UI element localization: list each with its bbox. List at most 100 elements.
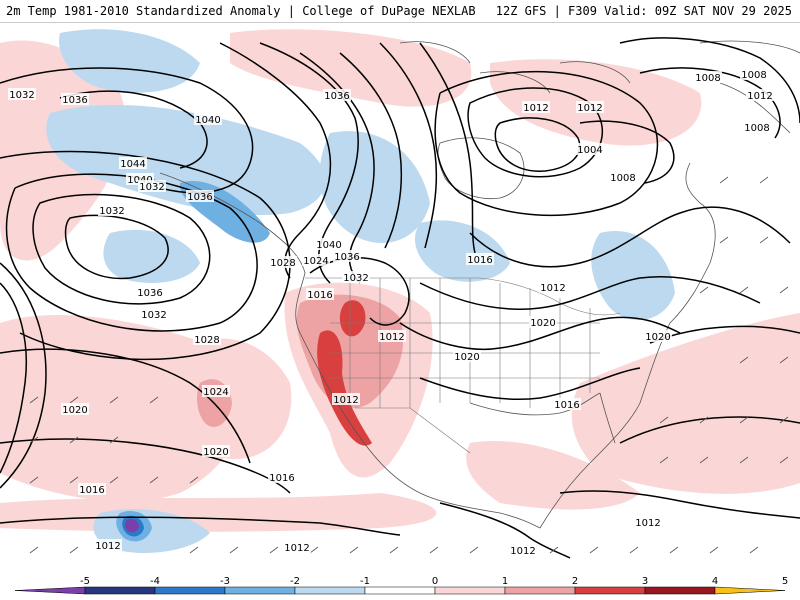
north-america-coastline bbox=[159, 162, 716, 529]
isobar-label-bg bbox=[269, 256, 297, 268]
us-mexico-border bbox=[355, 407, 471, 454]
hudson-bay-coastline bbox=[437, 137, 525, 199]
colorbar-ticks: -5 -4 -3 -2 -1 0 1 2 3 4 5 bbox=[80, 576, 788, 587]
isobar-label-bg bbox=[539, 281, 567, 293]
colorbar-segment bbox=[154, 586, 226, 595]
isobar-label-bg bbox=[576, 143, 604, 155]
isobar-label-bg bbox=[186, 190, 214, 202]
isobar bbox=[379, 42, 438, 249]
isobar-label: 1024 bbox=[203, 387, 228, 398]
isobar bbox=[399, 316, 681, 351]
isobar-label-bg bbox=[332, 393, 360, 405]
extreme-cool-anomaly bbox=[124, 518, 139, 533]
isobar-label-bg bbox=[98, 204, 126, 216]
isobar bbox=[339, 52, 403, 249]
isobar-label: 1032 bbox=[139, 182, 164, 193]
isobar-label: 1024 bbox=[303, 256, 328, 267]
isobar bbox=[0, 67, 254, 194]
isobar-label-bg bbox=[306, 288, 334, 300]
colorbar-segment bbox=[224, 586, 296, 595]
cool-anomaly-yukon bbox=[319, 131, 430, 243]
warm-anomaly-atlantic bbox=[571, 313, 800, 494]
isobar bbox=[467, 87, 604, 178]
colorbar-tick-label: 3 bbox=[642, 576, 648, 587]
isobar-label-bg bbox=[61, 403, 89, 415]
isobar-label: 1020 bbox=[62, 405, 87, 416]
isobar-label: 1020 bbox=[454, 352, 479, 363]
isobar-label-bg bbox=[78, 483, 106, 495]
isobar-label: 1016 bbox=[79, 485, 104, 496]
isobar bbox=[639, 67, 781, 139]
isobar bbox=[419, 367, 641, 401]
isobar-label: 1012 bbox=[523, 103, 548, 114]
coastlines bbox=[159, 40, 800, 529]
isobar-label: 1008 bbox=[741, 70, 766, 81]
isobar-label-bg bbox=[333, 250, 361, 262]
isobar-label: 1004 bbox=[577, 145, 602, 156]
isobar bbox=[0, 348, 251, 464]
warm-anomaly-nw-canada bbox=[230, 29, 472, 107]
isobar-label: 1044 bbox=[120, 159, 145, 170]
isobar-label-bg bbox=[746, 89, 774, 101]
isobar-label: 1040 bbox=[316, 240, 341, 251]
isobar-label-bg bbox=[694, 71, 722, 83]
isobar-label: 1036 bbox=[137, 288, 162, 299]
isobar-label-bg bbox=[509, 544, 537, 556]
isobar-label: 1020 bbox=[530, 318, 555, 329]
isobar-label: 1012 bbox=[95, 541, 120, 552]
isobar-label-bg bbox=[202, 385, 230, 397]
warm-anomaly-california bbox=[317, 330, 372, 446]
isobar bbox=[439, 502, 571, 559]
colorbar-segment bbox=[294, 586, 366, 595]
colorbar-segment bbox=[84, 586, 156, 595]
isobar bbox=[619, 37, 800, 124]
isobar-label-bg bbox=[283, 541, 311, 553]
cool-anomaly-hudson bbox=[415, 220, 510, 282]
isobar bbox=[0, 516, 401, 536]
isobar-label: 1040 bbox=[195, 115, 220, 126]
isobar-label: 1032 bbox=[99, 206, 124, 217]
isobar-label-bg bbox=[342, 271, 370, 283]
isobar bbox=[64, 214, 169, 280]
model-run-info: 12Z GFS | F309 Valid: 09Z SAT NOV 29 202… bbox=[495, 4, 792, 18]
isobar-label: 1012 bbox=[379, 332, 404, 343]
isobar-label: 1012 bbox=[284, 543, 309, 554]
isobar-labels: 1032103610401044104010321036103210361032… bbox=[8, 68, 774, 557]
colorbar-tick-label: -2 bbox=[290, 576, 300, 587]
isobar-label: 1016 bbox=[269, 473, 294, 484]
colorbar-tick-label: 4 bbox=[712, 576, 718, 587]
colorbar-tick-label: -3 bbox=[220, 576, 230, 587]
isobar-label: 1012 bbox=[333, 395, 358, 406]
isobar bbox=[219, 42, 332, 279]
isobar-label-bg bbox=[634, 516, 662, 528]
isobar bbox=[0, 262, 47, 489]
isobar-label: 1012 bbox=[635, 518, 660, 529]
isobar-label-bg bbox=[743, 121, 771, 133]
isobar-label-bg bbox=[740, 68, 768, 80]
isobar bbox=[59, 90, 208, 169]
isobar-label: 1032 bbox=[343, 273, 368, 284]
cool-anomaly-gulf-alaska bbox=[103, 229, 200, 283]
isobar-label: 1012 bbox=[510, 546, 535, 557]
isobar-label: 1020 bbox=[645, 332, 670, 343]
anomaly-map: 1032103610401044104010321036103210361032… bbox=[0, 23, 800, 573]
cool-anomaly-ne-pacific bbox=[59, 29, 201, 93]
isobar-label-bg bbox=[315, 238, 343, 250]
isobar-label: 1028 bbox=[270, 258, 295, 269]
isobar-label: 1032 bbox=[9, 90, 34, 101]
isobar bbox=[579, 120, 675, 184]
isobar-label: 1008 bbox=[744, 123, 769, 134]
isobar-label: 1008 bbox=[695, 73, 720, 84]
isobar bbox=[0, 282, 28, 474]
warm-anomaly-caribbean bbox=[466, 441, 640, 510]
warm-anomaly-nevada bbox=[339, 300, 366, 337]
colorbar-tick-label: 2 bbox=[572, 576, 578, 587]
colorbar-tick-label: -5 bbox=[80, 576, 90, 587]
wind-barb-field bbox=[29, 176, 789, 554]
colorbar-max-arrow bbox=[714, 586, 786, 595]
colorbar-min-arrow bbox=[14, 586, 86, 595]
colorbar-tick-label: 1 bbox=[502, 576, 508, 587]
isobar-label-bg bbox=[61, 93, 89, 105]
colorbar: -5 -4 -3 -2 -1 0 1 2 3 4 5 bbox=[14, 576, 788, 595]
